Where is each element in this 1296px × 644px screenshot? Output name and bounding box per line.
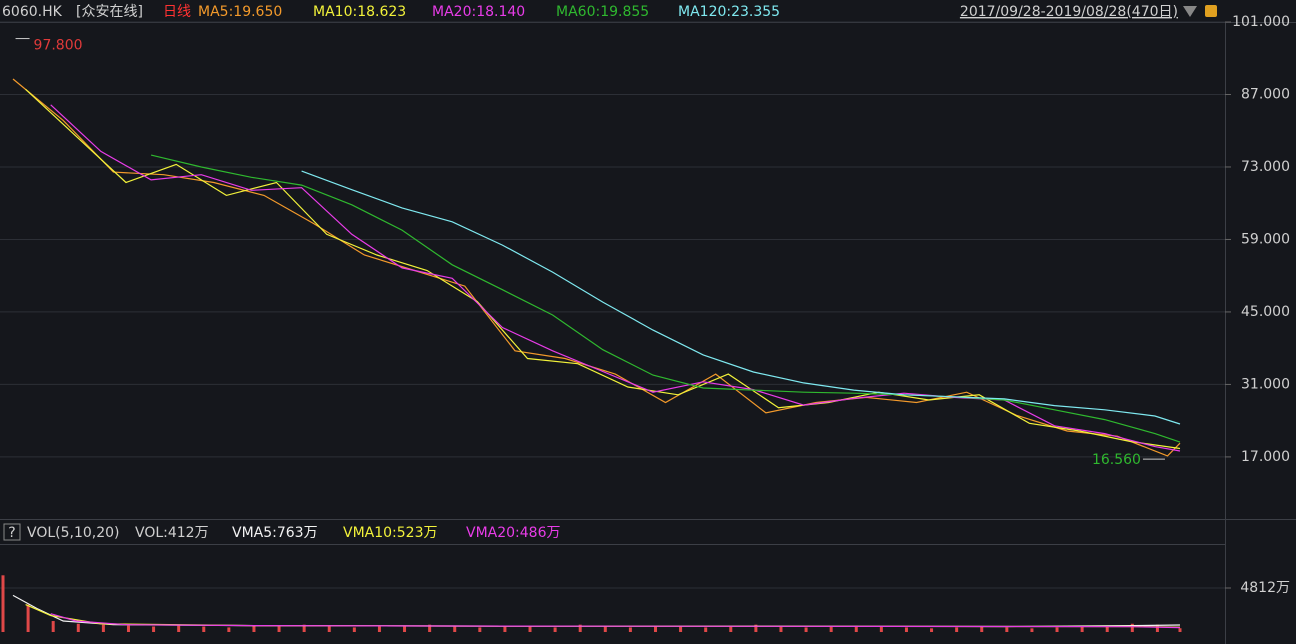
volume-bar [1178, 628, 1182, 632]
legend-entry: VMA10:523万 [343, 525, 438, 541]
ma-line [50, 613, 1181, 629]
help-icon[interactable]: ? [8, 525, 15, 541]
volume-bar [327, 626, 331, 632]
ma-line [50, 104, 1181, 452]
volume-bar [26, 604, 30, 632]
y-tick-label: 87.000 [1241, 86, 1290, 102]
y-tick-label: 17.000 [1241, 449, 1290, 465]
volume-bar [553, 627, 557, 632]
period: 日线 [163, 4, 191, 20]
volume-bar [653, 625, 657, 632]
volume-bar [1055, 627, 1059, 632]
volume-bar [829, 626, 833, 632]
stock-name: [众安在线] [76, 4, 143, 20]
ma-line [12, 78, 1181, 457]
volume-bar [904, 627, 908, 632]
y-tick-label: 59.000 [1241, 231, 1290, 247]
volume-bar [804, 627, 808, 632]
volume-indicator: VOL(5,10,20) [27, 525, 120, 541]
legend-entry: VMA20:486万 [466, 525, 561, 541]
y-tick-label: 31.000 [1241, 376, 1290, 392]
volume-bar [1030, 628, 1034, 632]
volume-bar [1155, 624, 1159, 632]
volume-bar [955, 627, 959, 632]
volume-bar [628, 627, 632, 632]
volume-bar [879, 626, 883, 632]
symbol: 6060.HK [2, 4, 63, 20]
volume-bar [704, 627, 708, 632]
volume-bar [1105, 625, 1109, 632]
y-tick-label: 101.000 [1232, 14, 1290, 30]
legend-entry: MA10:18.623 [313, 4, 406, 20]
y-tick-label: 4812万 [1240, 580, 1290, 596]
volume-bar [403, 625, 407, 632]
volume-bar [453, 626, 457, 632]
volume-bar [277, 626, 281, 632]
y-tick-label: 73.000 [1241, 159, 1290, 175]
volume-bar [1, 575, 5, 632]
volume-bar [503, 625, 507, 632]
volume-bar [729, 626, 733, 632]
volume-bar [377, 626, 381, 632]
legend-entry: MA20:18.140 [432, 4, 525, 20]
legend-entry: MA60:19.855 [556, 4, 649, 20]
volume-bar [528, 626, 532, 632]
volume-bar [779, 625, 783, 632]
volume-bar [101, 624, 105, 632]
legend-entry: VMA5:763万 [232, 525, 318, 541]
dropdown-icon[interactable] [1183, 6, 1197, 17]
volume-bar [679, 626, 683, 632]
volume-bar [76, 623, 80, 632]
volume-current: VOL:412万 [135, 525, 209, 541]
legend-entry: MA120:23.355 [678, 4, 780, 20]
volume-bar [930, 628, 934, 632]
volume-bar [428, 624, 432, 632]
lock-icon[interactable] [1205, 5, 1217, 17]
volume-bar [854, 625, 858, 632]
volume-bar [754, 624, 758, 632]
volume-bar [177, 625, 181, 632]
volume-bar [1080, 626, 1084, 632]
help-box[interactable] [3, 523, 21, 541]
volume-bar [152, 626, 156, 632]
volume-bar [1005, 627, 1009, 632]
volume-bar [126, 625, 130, 632]
ma-line [301, 170, 1181, 425]
volume-bar [227, 627, 231, 632]
date-range[interactable]: 2017/09/28-2019/08/28(470日) [960, 4, 1178, 20]
volume-bar [603, 626, 607, 632]
y-tick-label: 45.000 [1241, 304, 1290, 320]
volume-bar [478, 627, 482, 632]
legend-entry: MA5:19.650 [198, 4, 282, 20]
ma-line [150, 154, 1181, 443]
volume-bar [352, 627, 356, 632]
volume-bar [252, 625, 256, 632]
volume-bar [302, 624, 306, 632]
extreme-label: 16.560 [1092, 452, 1141, 468]
volume-bar [51, 621, 55, 632]
volume-bar [1130, 623, 1134, 632]
extreme-label: 97.800 [34, 38, 83, 54]
volume-bar [202, 626, 206, 632]
volume-bar [578, 624, 582, 632]
volume-bar [980, 626, 984, 632]
